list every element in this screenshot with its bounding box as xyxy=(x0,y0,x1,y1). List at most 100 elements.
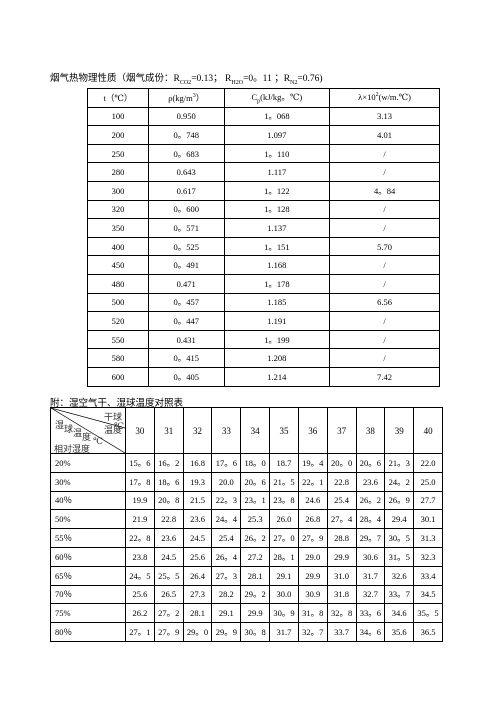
cell: 24。5 xyxy=(125,565,155,586)
cell: 35。5 xyxy=(413,603,443,624)
cell: 28.8 xyxy=(326,528,357,548)
row: 50% 21.9 22.8 23.6 24。4 25.3 26.0 26.8 27。4 28。4 2… xyxy=(50,509,443,530)
cell: 20。0 xyxy=(326,453,357,473)
cell: 33。7 xyxy=(384,584,415,605)
cell: 0.643 xyxy=(147,162,225,182)
title-text: =0.76) xyxy=(297,74,323,84)
header-cell: ρ(kg/m3） xyxy=(147,88,225,108)
cell: 34。6 xyxy=(355,622,386,642)
column-header: 32 xyxy=(182,407,213,454)
cell: 27。9 xyxy=(153,622,184,642)
cell: 25。5 xyxy=(153,565,184,586)
cell: 26.2 xyxy=(125,603,155,624)
title-text: =0。11 ；R xyxy=(243,74,291,84)
cell: 0.431 xyxy=(147,329,225,350)
cell: 31.7 xyxy=(355,565,386,586)
row: 350 0。571 1.137/ xyxy=(87,218,440,238)
cell: 18。6 xyxy=(153,471,184,492)
cell: 28.1 xyxy=(240,565,271,586)
cell: 1.214 xyxy=(223,366,331,387)
cell: 30.9 xyxy=(297,584,328,605)
column-header: 37 xyxy=(326,407,357,454)
subscript: CO2 xyxy=(179,79,192,86)
row: 450 0。491 1.168/ xyxy=(87,255,440,275)
cell: 25.6 xyxy=(125,584,155,605)
cell: 29.9 xyxy=(240,603,271,624)
row: 320 0。600 1。128/ xyxy=(87,199,440,220)
cell: 31.3 xyxy=(413,528,443,548)
cell: 26.0 xyxy=(269,509,299,530)
cell: 0.950 xyxy=(147,106,225,127)
cell: 250 xyxy=(87,143,149,164)
cell: 1。110 xyxy=(223,143,331,164)
cell: 4.01 xyxy=(329,125,440,145)
cell: 280 xyxy=(87,162,149,182)
cell: / xyxy=(329,162,440,182)
cell: 1。151 xyxy=(223,236,331,257)
row-label: 75% xyxy=(50,603,126,624)
header-text: 2 xyxy=(375,92,379,99)
diagonal-lines xyxy=(51,408,125,453)
cell: 23。1 xyxy=(240,490,271,511)
subscript: N2 xyxy=(290,79,298,86)
cell: 28.2 xyxy=(211,584,242,605)
cell: 24.5 xyxy=(153,546,184,567)
corner-label: 球 xyxy=(64,424,74,434)
cell: 21。3 xyxy=(384,453,415,473)
row-label: 55％ xyxy=(50,528,126,548)
cell: 27。9 xyxy=(297,528,328,548)
column-header: 30 xyxy=(125,407,155,454)
cell: 0。683 xyxy=(147,143,225,164)
cell: 1。178 xyxy=(223,273,331,294)
cell: 19。4 xyxy=(297,453,328,473)
cell: 7.42 xyxy=(329,366,440,387)
cell: 31.0 xyxy=(326,565,357,586)
cell: 27。0 xyxy=(269,528,299,548)
row: 300 0.617 1。122 4。84 xyxy=(87,180,440,201)
corner-label: 度 xyxy=(82,432,92,442)
row-label: 60％ xyxy=(50,546,126,567)
cell: 26。2 xyxy=(355,490,386,511)
cell: 27。4 xyxy=(326,509,357,530)
corner-label: 干球温度 xyxy=(103,412,122,435)
cell: 27。2 xyxy=(153,603,184,624)
cell: 0。571 xyxy=(147,218,225,238)
cell: 27.7 xyxy=(413,490,443,511)
cell: 400 xyxy=(87,236,149,257)
cell: 1。128 xyxy=(223,199,331,220)
row-label: 65％ xyxy=(50,565,126,586)
cell: 15。6 xyxy=(125,453,155,473)
corner-cell: 干球温度 ℃ 湿球温度 ℃ 相对湿度 xyxy=(50,407,126,454)
cell: 480 xyxy=(87,273,149,294)
corner-label: 湿 xyxy=(55,420,65,430)
corner-label: 相对湿度 xyxy=(54,444,91,454)
row: 75% 26.2 27。2 28.1 29.1 29.9 30。9 31。8 32。8 33。6 3… xyxy=(50,603,443,624)
cell: 30。9 xyxy=(269,603,299,624)
cell: 22.8 xyxy=(153,509,184,530)
cell: 28。4 xyxy=(355,509,386,530)
row: 520 0。447 1.191/ xyxy=(87,311,440,331)
cell: / xyxy=(329,329,440,350)
cell: 36.5 xyxy=(413,622,443,642)
row: 70％ 25.6 26.5 27.3 28.2 29。2 30.0 30.9 31.8 32.7 3… xyxy=(50,584,443,605)
cell: 23.6 xyxy=(355,471,386,492)
cell: 30.0 xyxy=(269,584,299,605)
cell: 580 xyxy=(87,348,149,368)
cell: 30。5 xyxy=(384,528,415,548)
cell: 5.70 xyxy=(329,236,440,257)
cell: / xyxy=(329,255,440,275)
cell: 29。2 xyxy=(240,584,271,605)
row: 200 0。748 1.097 4.01 xyxy=(87,125,440,145)
cell: / xyxy=(329,143,440,164)
cell: 450 xyxy=(87,255,149,275)
column-header: 33 xyxy=(211,407,242,454)
cell: 29.4 xyxy=(384,509,415,530)
cell: 4。84 xyxy=(329,180,440,201)
cell: 29.0 xyxy=(297,546,328,567)
cell: 0。525 xyxy=(147,236,225,257)
subscript: H2O xyxy=(231,79,244,86)
cell: 20.0 xyxy=(211,471,242,492)
row-label: 30% xyxy=(50,471,126,492)
cell: 29。0 xyxy=(182,622,213,642)
cell: 0.617 xyxy=(147,180,225,201)
